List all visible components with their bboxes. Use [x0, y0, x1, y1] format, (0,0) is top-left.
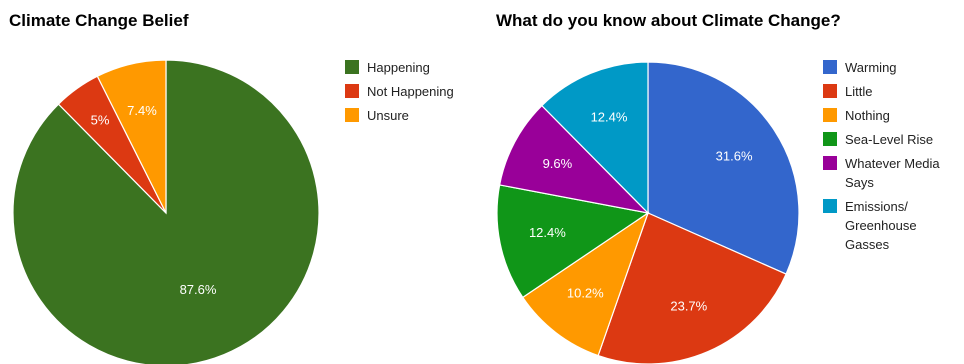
legend-item-whatever-media-says: Whatever Media Says	[823, 154, 964, 192]
legend-item-unsure: Unsure	[345, 106, 482, 125]
slice-label-little: 23.7%	[670, 299, 707, 314]
legend-swatch	[823, 60, 837, 74]
legend-swatch	[823, 199, 837, 213]
slice-label-not-happening: 5%	[91, 112, 110, 127]
pie-slice-sea-level-rise	[496, 184, 650, 299]
legend-label: Little	[845, 84, 873, 99]
legend-item-sea-level-rise: Sea-Level Rise	[823, 130, 964, 149]
slice-label-whatever-media-says: 9.6%	[543, 156, 573, 171]
slice-label-happening: 87.6%	[180, 282, 217, 297]
legend-item-nothing: Nothing	[823, 106, 964, 125]
legend-swatch	[345, 84, 359, 98]
chart-title: What do you know about Climate Change?	[496, 11, 841, 30]
slice-label-emissions-greenhouse-gasses: 12.4%	[591, 109, 628, 124]
pie-slice-whatever-media-says	[498, 104, 650, 214]
chart-knowledge: What do you know about Climate Change? 3…	[482, 0, 964, 364]
legend: Warming Little Nothing Sea-Level Rise Whatev…	[823, 58, 964, 259]
legend: Happening Not Happening Unsure	[345, 58, 482, 130]
legend-swatch	[823, 132, 837, 146]
chart-belief: Climate Change Belief 87.6% 5% 7.4% Happen…	[9, 11, 482, 364]
legend-item-little: Little	[823, 82, 964, 101]
pie-slice-little	[597, 212, 787, 364]
chart-title: Climate Change Belief	[9, 11, 189, 30]
legend-swatch	[345, 60, 359, 74]
legend-label: Nothing	[845, 108, 890, 123]
legend-swatch	[823, 84, 837, 98]
legend-swatch	[823, 108, 837, 122]
pie-slice-unsure	[96, 59, 167, 214]
pie-chart: 87.6% 5% 7.4%	[12, 59, 320, 364]
slice-label-unsure: 7.4%	[127, 103, 157, 118]
legend-label: Emissions/ Greenhouse Gasses	[845, 199, 917, 252]
slice-label-sea-level-rise: 12.4%	[529, 225, 566, 240]
legend-label: Whatever Media Says	[845, 156, 940, 190]
legend-label: Warming	[845, 60, 897, 75]
legend-label: Sea-Level Rise	[845, 132, 934, 147]
legend-swatch	[823, 156, 837, 170]
pie-slice-nothing	[521, 211, 650, 357]
pie-slice-emissions-greenhouse-gasses	[540, 61, 649, 215]
legend-label: Happening	[367, 60, 430, 75]
legend-label: Unsure	[367, 108, 409, 123]
slice-label-nothing: 10.2%	[567, 286, 604, 301]
legend-item-emissions-greenhouse-gasses: Emissions/ Greenhouse Gasses	[823, 197, 964, 254]
slice-label-warming: 31.6%	[716, 148, 753, 163]
legend-label: Not Happening	[367, 84, 454, 99]
legend-swatch	[345, 108, 359, 122]
pie-chart: 31.6% 23.7% 10.2% 12.4% 9.6% 12.4%	[496, 61, 800, 364]
legend-item-warming: Warming	[823, 58, 964, 77]
legend-item-not-happening: Not Happening	[345, 82, 482, 101]
pie-slice-warming	[647, 61, 800, 275]
legend-item-happening: Happening	[345, 58, 482, 77]
